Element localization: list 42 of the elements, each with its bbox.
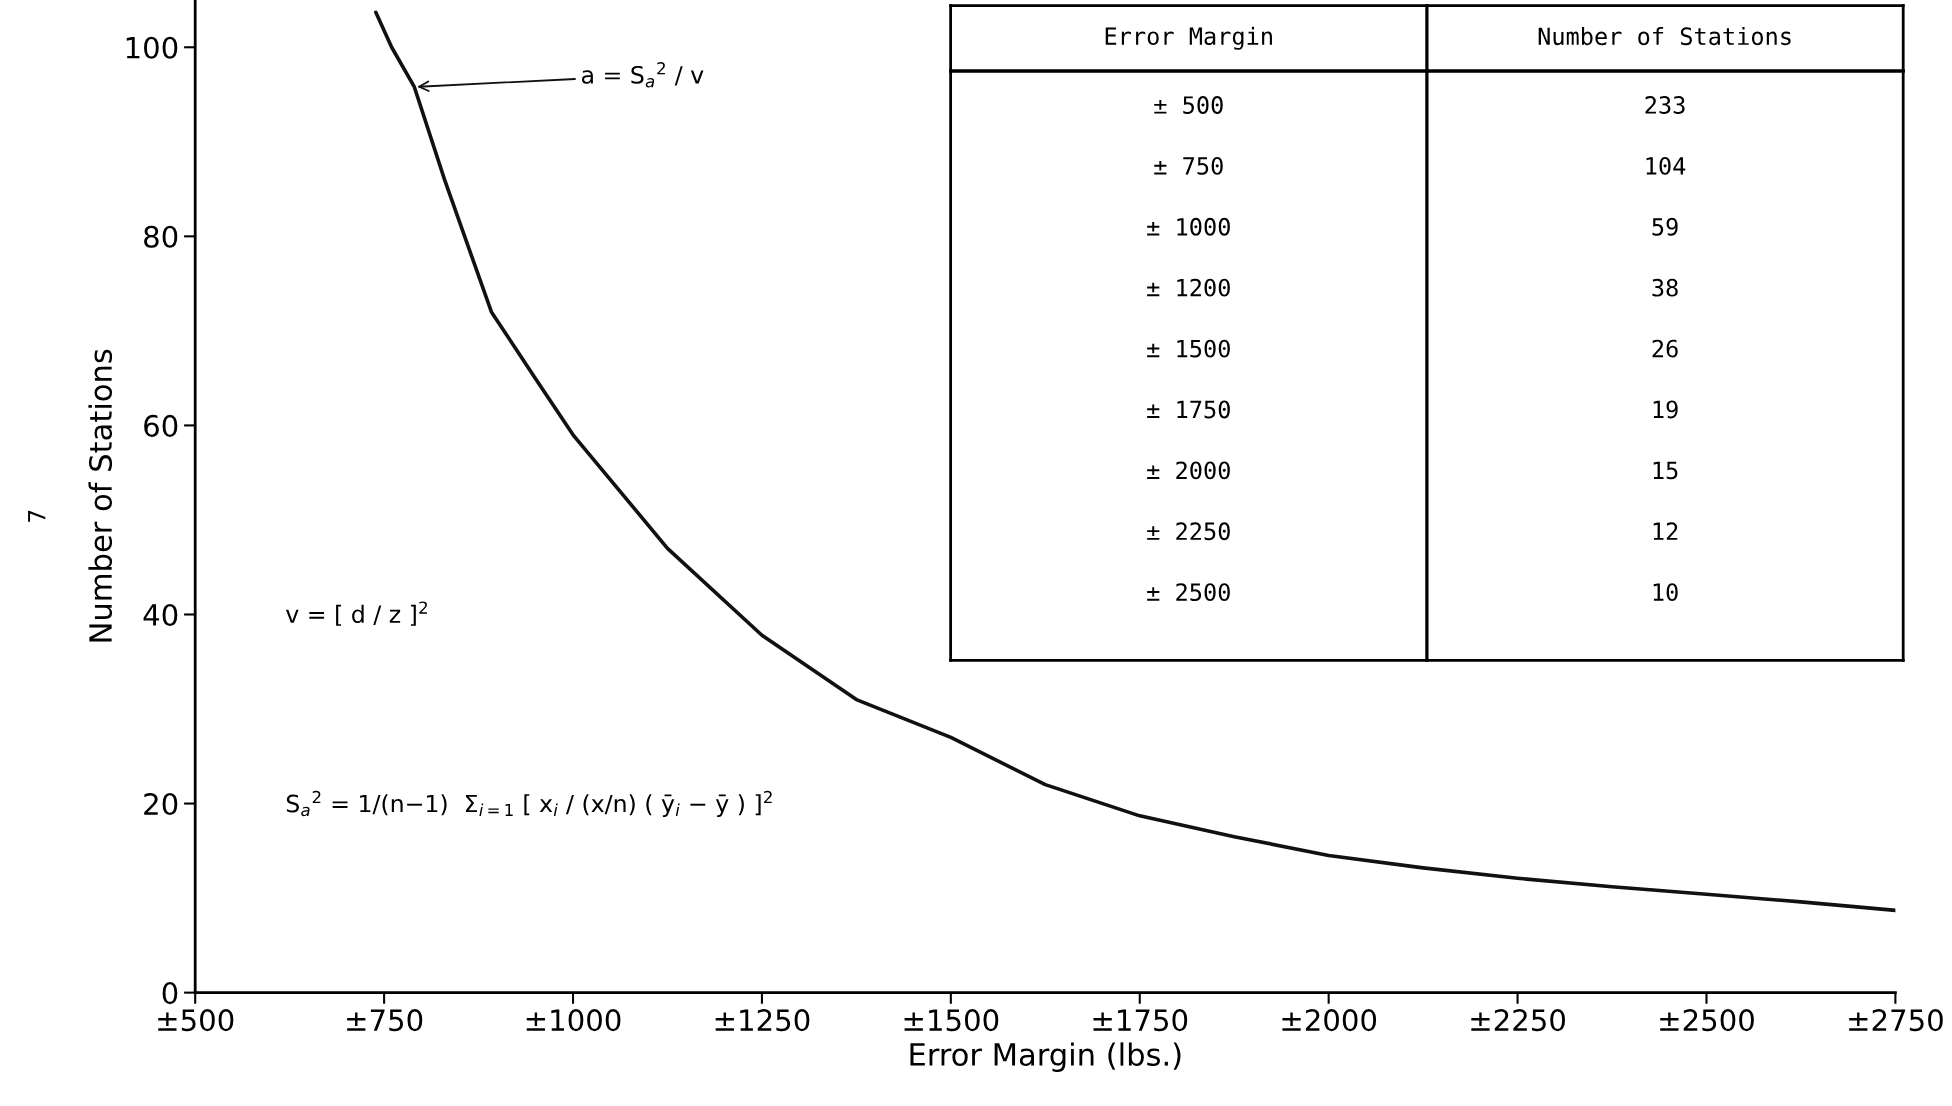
category-label: ± 2250: [1147, 522, 1230, 541]
data-label: 104: [1646, 156, 1686, 175]
text: S$_{a}$$^{2}$ = 1/(n−1) Σ$_{i=1}$ [ x$_{i}$ / (x/n) ( ȳ$_{i}$ − ȳ ) ]$^{2}$: [286, 790, 772, 818]
category-label: ± 2500: [1147, 583, 1230, 602]
category-label: ± 750: [1154, 156, 1223, 175]
x-tick-label: ±1750: [1093, 1009, 1188, 1032]
x-tick-label: ±750: [347, 1009, 423, 1032]
x-tick-label: ±500: [158, 1009, 234, 1032]
x-axis-title: Error Margin (lbs.): [910, 1042, 1181, 1072]
data-label: 19: [1653, 400, 1678, 419]
y-tick-label: 20: [144, 793, 178, 816]
text: Number of Stations: [1538, 26, 1791, 46]
y-tick-label: 60: [144, 414, 178, 437]
y-tick-label: 100: [126, 36, 178, 59]
x-tick-label: ±2250: [1471, 1009, 1565, 1032]
x-tick-label: ±1250: [715, 1009, 810, 1032]
category-label: ± 500: [1154, 96, 1223, 114]
category-label: ± 2000: [1147, 461, 1230, 480]
x-tick-label: ±2750: [1849, 1009, 1943, 1032]
data-label: 38: [1652, 278, 1678, 297]
data-label: 12: [1653, 522, 1678, 540]
category-label: ± 1000: [1147, 217, 1230, 236]
y-tick-label: 40: [143, 603, 178, 626]
text: Error Margin: [1105, 26, 1272, 50]
y-axis-title: Number of Stations: [88, 349, 113, 642]
data-label: 59: [1652, 217, 1678, 236]
x-tick-label: ±1000: [526, 1009, 621, 1032]
y-tick-label: 80: [144, 225, 178, 248]
data-label: 10: [1653, 583, 1678, 602]
category-label: ± 1750: [1147, 400, 1230, 419]
category-label: ± 1200: [1147, 278, 1230, 297]
data-label: 15: [1653, 461, 1678, 480]
x-tick-label: ±2500: [1660, 1009, 1754, 1032]
data-label: 26: [1652, 339, 1678, 358]
text: 7: [28, 510, 46, 522]
y-tick-label: 0: [162, 982, 178, 1005]
annotation: v = [ d / z ]$^{2}$: [286, 601, 427, 626]
category-label: ± 1500: [1147, 339, 1230, 358]
x-tick-label: ±1500: [904, 1009, 999, 1032]
data-label: 233: [1645, 96, 1685, 114]
x-tick-label: ±2000: [1282, 1009, 1377, 1032]
annotation: a = S$_{a}$$^{2}$ / v: [581, 62, 704, 88]
